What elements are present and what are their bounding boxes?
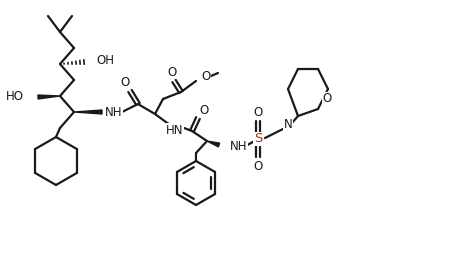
Polygon shape: [207, 141, 219, 147]
Text: O: O: [120, 75, 130, 88]
Text: N: N: [284, 117, 292, 130]
Text: NH: NH: [105, 106, 123, 120]
Text: NH: NH: [230, 140, 247, 153]
Text: HN: HN: [166, 123, 184, 137]
Text: O: O: [168, 66, 177, 79]
Text: O: O: [322, 92, 332, 105]
Text: O: O: [199, 104, 209, 117]
Text: HO: HO: [6, 91, 24, 104]
Text: O: O: [253, 105, 262, 118]
Text: O: O: [253, 159, 262, 173]
Text: OH: OH: [96, 55, 114, 68]
Text: O: O: [201, 70, 210, 84]
Text: S: S: [254, 133, 262, 145]
Polygon shape: [38, 95, 60, 99]
Polygon shape: [74, 110, 102, 114]
